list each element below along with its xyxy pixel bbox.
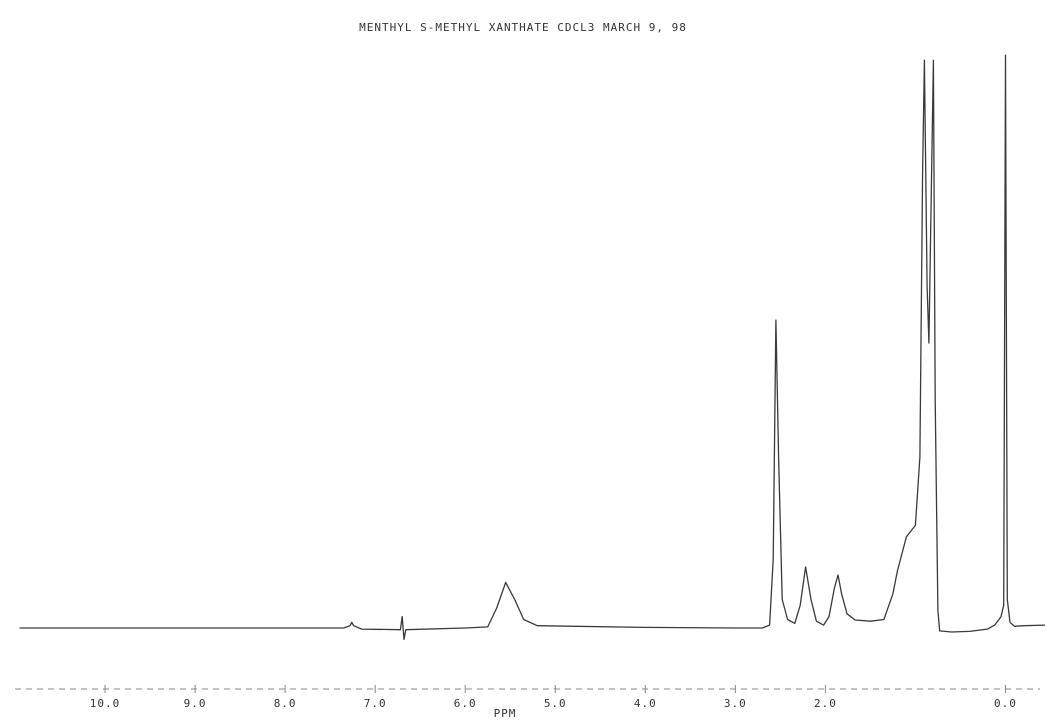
x-tick-label: 2.0 [814,697,837,710]
x-tick-label: 0.0 [994,697,1017,710]
x-tick-label: 10.0 [90,697,121,710]
x-tick-label: 3.0 [724,697,747,710]
x-tick-label: 7.0 [364,697,387,710]
x-axis-label: PPM [494,707,517,720]
x-tick-label: 9.0 [184,697,207,710]
x-tick-label: 6.0 [454,697,477,710]
spectrum-line [19,54,1046,641]
x-tick-label: 5.0 [544,697,567,710]
x-tick-label: 8.0 [274,697,297,710]
x-tick-label: 4.0 [634,697,657,710]
chart-title: MENTHYL S-METHYL XANTHATE CDCL3 MARCH 9,… [359,21,687,34]
